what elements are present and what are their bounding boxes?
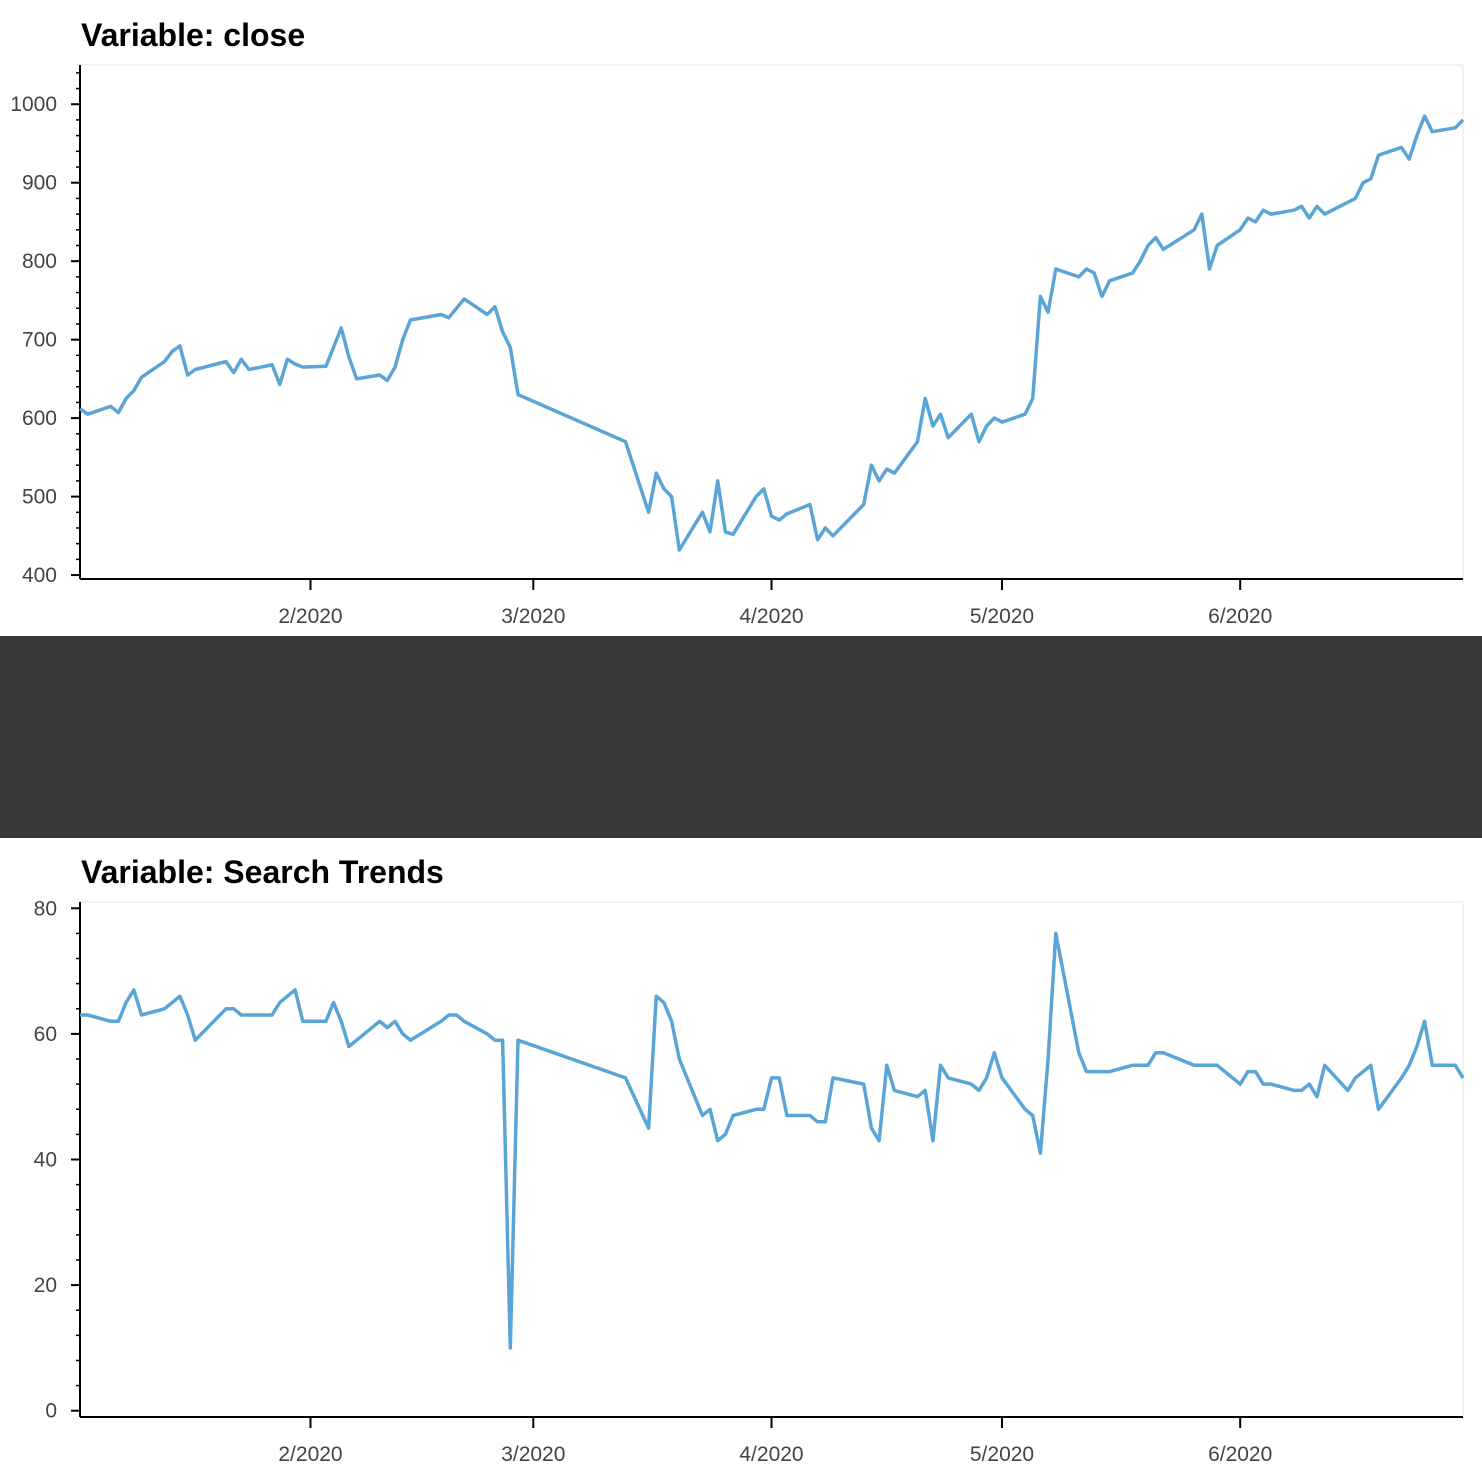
y-tick-label: 0 [45,1400,57,1423]
y-tick-label: 80 [34,897,57,920]
y-tick-label: 900 [22,172,57,195]
y-tick-label: 1000 [10,93,57,116]
search-trends-chart: Variable: Search Trends 0 20 40 60 80 2/2020 3… [34,854,1465,1466]
x-tick-label: 3/2020 [501,1443,565,1466]
series-line [78,114,1465,552]
y-tick-label: 60 [34,1023,57,1046]
x-tick-label: 4/2020 [739,605,803,628]
y-tick-label: 500 [22,486,57,509]
series-line [80,931,1465,1350]
x-tick-label: 5/2020 [970,605,1034,628]
chart-title: Variable: Search Trends [81,854,444,890]
chart-title: Variable: close [81,17,305,53]
x-tick-label: 2/2020 [278,1443,342,1466]
y-tick-label: 20 [34,1274,57,1297]
plot-area [79,64,1464,580]
y-tick-label: 700 [22,329,57,352]
x-tick-label: 6/2020 [1208,1443,1272,1466]
y-tick-label: 600 [22,407,57,430]
x-tick-label: 5/2020 [970,1443,1034,1466]
x-tick-label: 3/2020 [501,605,565,628]
y-tick-label: 400 [22,564,57,587]
close-chart-panel: Variable: close 400 500 600 700 800 900 1000 2/… [0,0,1482,636]
plot-area [79,901,1464,1418]
x-tick-label: 2/2020 [278,605,342,628]
y-tick-label: 40 [34,1149,57,1172]
x-tick-label: 6/2020 [1208,605,1272,628]
y-tick-label: 800 [22,250,57,273]
x-tick-label: 4/2020 [739,1443,803,1466]
panel-separator [0,636,1482,838]
search-trends-chart-panel: Variable: Search Trends 0 20 40 60 80 2/2020 3… [0,838,1482,1473]
close-chart: Variable: close 400 500 600 700 800 900 1000 2/… [10,17,1465,628]
